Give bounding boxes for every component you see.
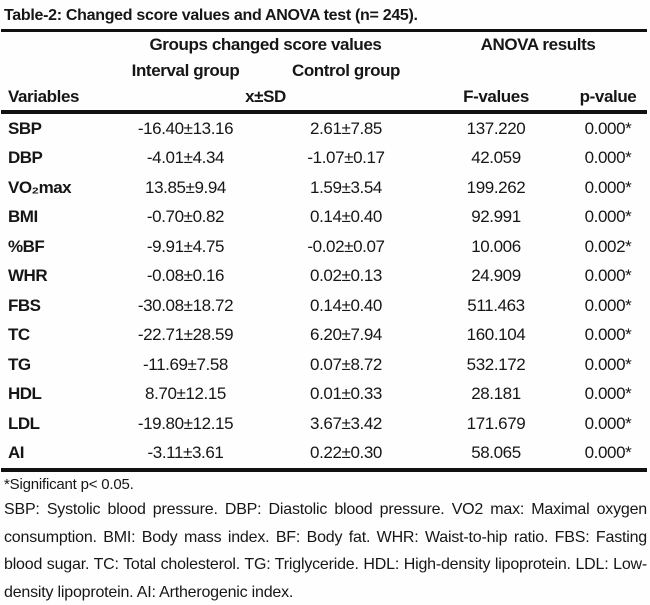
column-header-xsd: x±SD [245,87,286,106]
cell-interval: -3.11±3.61 [147,443,224,463]
table-body: SBP -16.40±13.16 2.61±7.85 137.220 0.000… [0,114,650,468]
cell-interval: 13.85±9.94 [145,177,226,197]
cell-interval: -0.08±0.16 [146,266,225,286]
cell-f-value: 10.006 [471,236,521,256]
cell-variable: VO₂max [8,177,72,197]
cell-p-value: 0.000* [584,295,632,315]
cell-f-value: 58.065 [471,443,521,463]
cell-variable: BMI [8,207,38,227]
rule-under-body [1,468,647,472]
cell-p-value: 0.000* [584,354,632,374]
cell-variable: TG [8,354,31,374]
cell-control: 6.20±7.94 [310,325,382,345]
table-row: %BF -9.91±4.75 -0.02±0.07 10.006 0.002* [0,232,650,262]
cell-variable: DBP [8,148,43,168]
cell-f-value: 28.181 [471,384,521,404]
cell-control: 0.07±8.72 [310,354,382,374]
cell-interval: -11.69±7.58 [143,354,228,374]
cell-f-value: 511.463 [467,295,525,315]
table-row: SBP -16.40±13.16 2.61±7.85 137.220 0.000… [0,114,650,144]
rule-under-title [1,29,647,32]
cell-control: 0.22±0.30 [310,443,382,463]
cell-interval: -0.70±0.82 [146,207,225,227]
table-row: TG -11.69±7.58 0.07±8.72 532.172 0.000* [0,350,650,380]
cell-control: 0.02±0.13 [310,266,382,286]
table-row: DBP -4.01±4.34 -1.07±0.17 42.059 0.000* [0,144,650,174]
cell-variable: SBP [8,118,42,138]
footnote-significance: *Significant p< 0.05. [4,476,134,493]
column-header-control-group: Control group [291,61,401,80]
cell-interval: -30.08±18.72 [137,295,234,315]
cell-variable: WHR [8,266,48,286]
header-row-subgroups: Interval group Control group [0,58,650,84]
cell-control: -1.07±0.17 [307,148,385,168]
cell-p-value: 0.000* [584,177,632,197]
table-row: BMI -0.70±0.82 0.14±0.40 92.991 0.000* [0,203,650,233]
cell-p-value: 0.000* [584,384,632,404]
cell-p-value: 0.000* [584,207,632,227]
cell-control: 2.61±7.85 [310,118,382,138]
cell-interval: 8.70±12.15 [145,384,226,404]
cell-variable: HDL [8,384,42,404]
cell-control: 0.14±0.40 [310,207,382,227]
cell-control: 0.01±0.33 [310,384,382,404]
table-row: VO₂max 13.85±9.94 1.59±3.54 199.262 0.00… [0,173,650,203]
cell-interval: -19.80±12.15 [137,413,234,433]
cell-p-value: 0.000* [584,266,632,286]
cell-variable: TC [8,325,30,345]
cell-f-value: 171.679 [466,413,526,433]
table-row: WHR -0.08±0.16 0.02±0.13 24.909 0.000* [0,262,650,292]
table-row: TC -22.71±28.59 6.20±7.94 160.104 0.000* [0,321,650,351]
cell-variable: AI [8,443,25,463]
cell-p-value: 0.000* [584,118,632,138]
cell-p-value: 0.002* [584,236,632,256]
table-row: HDL 8.70±12.15 0.01±0.33 28.181 0.000* [0,380,650,410]
header-row-groups: Groups changed score values ANOVA result… [0,32,650,58]
cell-variable: FBS [8,295,41,315]
cell-variable: LDL [8,413,40,433]
cell-f-value: 92.991 [471,207,521,227]
table-row: AI -3.11±3.61 0.22±0.30 58.065 0.000* [0,439,650,469]
cell-interval: -4.01±4.34 [146,148,225,168]
cell-interval: -16.40±13.16 [137,118,234,138]
cell-p-value: 0.000* [584,325,632,345]
cell-f-value: 160.104 [466,325,526,345]
cell-interval: -22.71±28.59 [137,325,234,345]
footnote-abbreviations: SBP: Systolic blood pressure. DBP: Diast… [4,501,647,601]
cell-f-value: 24.909 [471,266,521,286]
column-header-f-values: F-values [463,87,529,106]
cell-f-value: 137.220 [466,118,526,138]
cell-p-value: 0.000* [584,148,632,168]
column-group-header-changed-scores: Groups changed score values [149,35,382,54]
cell-control: -0.02±0.07 [307,236,385,256]
cell-f-value: 42.059 [471,148,521,168]
cell-f-value: 199.262 [466,177,526,197]
cell-interval: -9.91±4.75 [146,236,225,256]
rule-under-header [1,110,647,114]
cell-variable: %BF [8,236,45,256]
cell-p-value: 0.000* [584,413,632,433]
table-title: Table-2: Changed score values and ANOVA … [4,7,418,24]
table-row: FBS -30.08±18.72 0.14±0.40 511.463 0.000… [0,291,650,321]
cell-p-value: 0.000* [584,443,632,463]
column-header-p-value: p-value [579,87,637,106]
column-group-header-anova: ANOVA results [480,35,596,54]
cell-control: 3.67±3.42 [310,413,382,433]
column-header-variables: Variables [8,87,80,106]
cell-control: 0.14±0.40 [310,295,382,315]
cell-f-value: 532.172 [466,354,526,374]
header-row-columns: Variables x±SD F-values p-value [0,84,650,110]
table-row: LDL -19.80±12.15 3.67±3.42 171.679 0.000… [0,409,650,439]
column-header-interval-group: Interval group [131,61,240,80]
cell-control: 1.59±3.54 [310,177,382,197]
